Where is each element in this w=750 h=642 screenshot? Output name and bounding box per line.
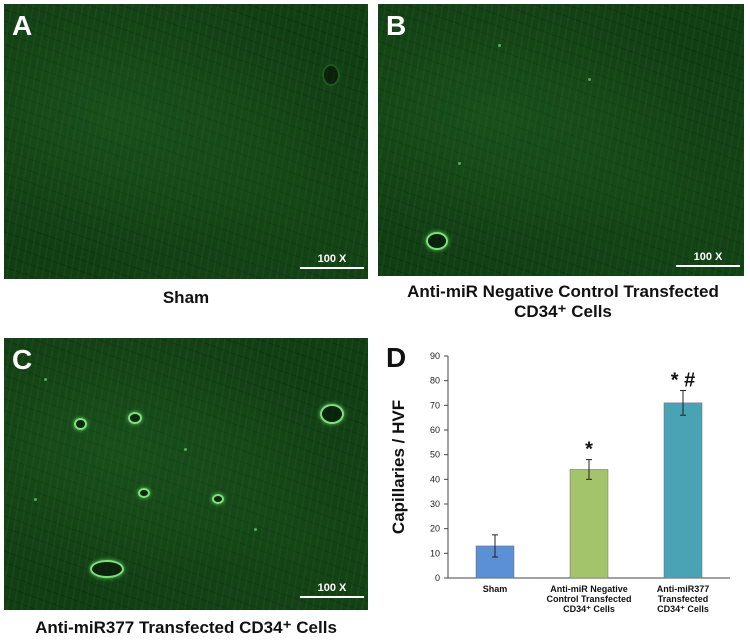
x-tick-label: Transfected bbox=[658, 594, 709, 604]
panel-letter-b: B bbox=[386, 10, 407, 41]
capillary-dot bbox=[458, 162, 461, 165]
caption-a: Sham bbox=[162, 288, 210, 307]
y-tick-label: 20 bbox=[430, 524, 440, 534]
bar-chart: 0 10 20 30 40 50 60 70 80 90 Capillaries / HVF Sham… bbox=[389, 351, 730, 614]
y-tick-label: 70 bbox=[430, 400, 440, 410]
vessel-c5 bbox=[138, 488, 150, 498]
panel-letter-d: D bbox=[386, 342, 407, 373]
x-tick-label: Control Transfected bbox=[546, 594, 631, 604]
vessel-c2 bbox=[90, 560, 124, 578]
significance-marker: * bbox=[585, 439, 593, 461]
x-tick-label: Anti-miR Negative bbox=[550, 584, 628, 594]
y-tick-label: 60 bbox=[430, 425, 440, 435]
vessel-c4 bbox=[74, 418, 87, 430]
y-axis-label: Capillaries / HVF bbox=[389, 400, 408, 534]
y-tick-label: 30 bbox=[430, 499, 440, 509]
bar bbox=[663, 402, 703, 579]
x-tick-label: CD34⁺ Cells bbox=[563, 604, 615, 614]
capillary-dot bbox=[498, 44, 501, 47]
chart-panel-d: D 0 10 20 30 40 50 60 70 80 90 Capillaries / HVF Sh… bbox=[380, 342, 746, 638]
scale-bar-a bbox=[300, 267, 364, 269]
capillary-dot bbox=[34, 498, 37, 501]
vessel-b1 bbox=[426, 232, 448, 250]
y-tick-label: 80 bbox=[430, 376, 440, 386]
caption-b-line1: Anti-miR Negative Control Transfected bbox=[407, 282, 719, 301]
scale-label-a: 100 X bbox=[317, 253, 347, 265]
significance-marker: * # bbox=[671, 370, 695, 392]
x-tick-label: Sham bbox=[483, 584, 508, 594]
y-tick-label: 0 bbox=[435, 573, 440, 583]
scale-label-c: 100 X bbox=[317, 582, 347, 594]
micrograph-panel-a: A 100 X bbox=[4, 4, 368, 279]
y-tick-label: 90 bbox=[430, 351, 440, 361]
capillary-dot bbox=[184, 448, 187, 451]
x-tick-label: Anti-miR377 bbox=[657, 584, 710, 594]
vessel-c3 bbox=[128, 412, 142, 424]
vessel-c1 bbox=[320, 404, 344, 424]
x-tick-label: CD34⁺ Cells bbox=[657, 604, 709, 614]
capillary-dot bbox=[588, 78, 591, 81]
vessel-c6 bbox=[212, 494, 224, 504]
scale-bar-c bbox=[300, 596, 364, 598]
y-tick-label: 10 bbox=[430, 548, 440, 558]
micrograph-panel-b: B 100 X bbox=[378, 4, 744, 276]
panel-letter-c: C bbox=[12, 344, 33, 375]
capillary-dot bbox=[44, 378, 47, 381]
vessel-a1 bbox=[322, 64, 340, 86]
bar bbox=[569, 469, 609, 579]
scale-label-b: 100 X bbox=[693, 251, 723, 263]
capillary-dot bbox=[254, 528, 257, 531]
caption-b-line2: CD34⁺ Cells bbox=[514, 302, 612, 321]
micrograph-panel-c: C 100 X bbox=[4, 338, 368, 610]
caption-b: Anti-miR Negative Control Transfected CD… bbox=[378, 282, 748, 322]
y-tick-label: 40 bbox=[430, 474, 440, 484]
caption-c: Anti-miR377 Transfected CD34⁺ Cells bbox=[35, 618, 337, 637]
panel-letter-a: A bbox=[12, 10, 33, 41]
scale-bar-b bbox=[676, 265, 740, 267]
y-tick-label: 50 bbox=[430, 450, 440, 460]
